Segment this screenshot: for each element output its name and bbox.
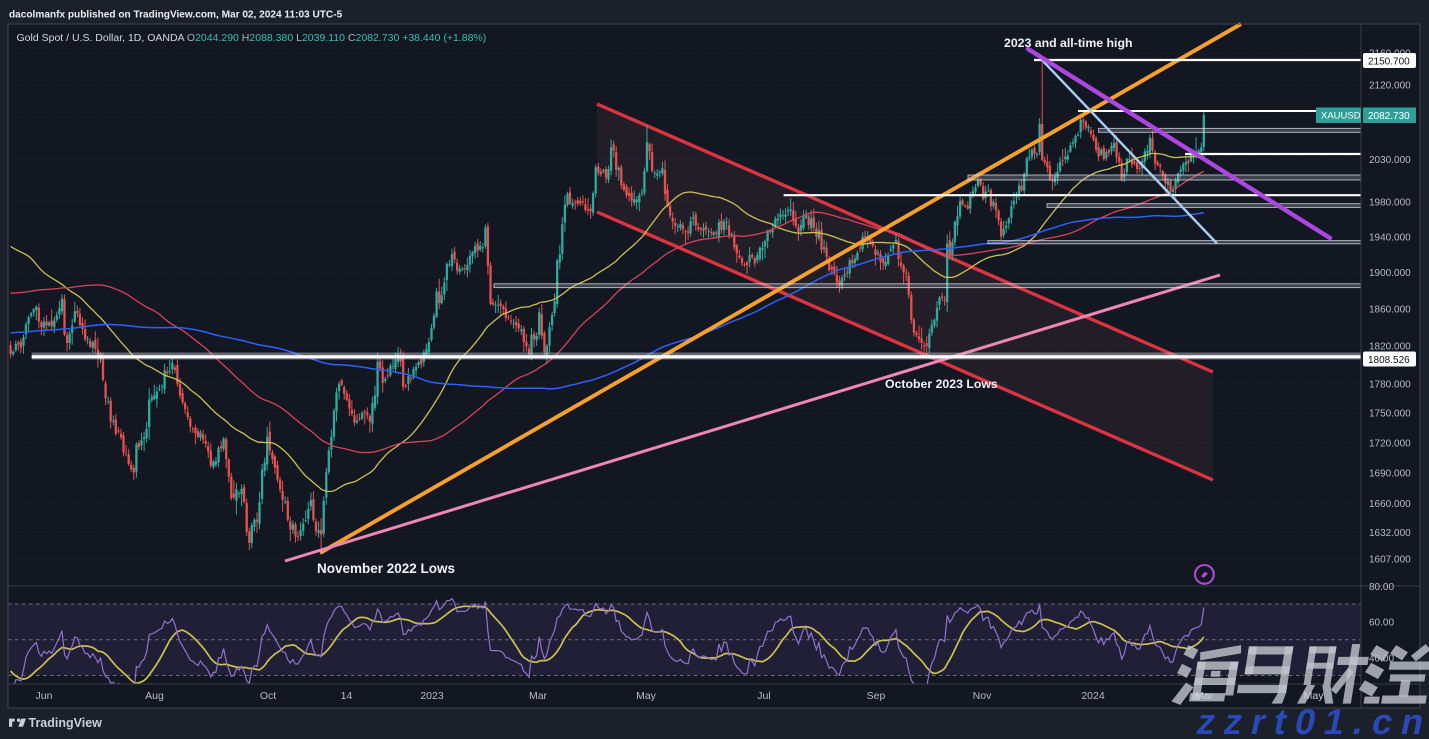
svg-text:1690.000: 1690.000 xyxy=(1369,468,1411,479)
svg-text:November 2022 Lows: November 2022 Lows xyxy=(317,561,455,576)
svg-text:zzrt01.cn: zzrt01.cn xyxy=(1193,701,1429,739)
svg-text:2082.730: 2082.730 xyxy=(1368,111,1410,122)
svg-text:2024: 2024 xyxy=(1081,690,1105,702)
svg-text:1860.000: 1860.000 xyxy=(1369,304,1411,315)
svg-text:1632.000: 1632.000 xyxy=(1369,528,1411,539)
svg-text:2120.000: 2120.000 xyxy=(1369,81,1411,92)
svg-text:1980.000: 1980.000 xyxy=(1369,198,1411,209)
svg-text:Aug: Aug xyxy=(145,690,164,702)
svg-text:2030.000: 2030.000 xyxy=(1369,155,1411,166)
svg-text:October 2023 Lows: October 2023 Lows xyxy=(885,377,998,391)
svg-text:TradingView: TradingView xyxy=(29,716,103,730)
svg-text:60.00: 60.00 xyxy=(1369,618,1394,629)
svg-text:dacolmanfx published on Tradin: dacolmanfx published on TradingView.com,… xyxy=(9,10,343,21)
svg-text:2023 and all-time high: 2023 and all-time high xyxy=(1004,36,1132,50)
svg-text:2023: 2023 xyxy=(420,690,444,702)
svg-text:1940.000: 1940.000 xyxy=(1369,232,1411,243)
svg-text:1780.000: 1780.000 xyxy=(1369,380,1411,391)
svg-text:1900.000: 1900.000 xyxy=(1369,268,1411,279)
svg-text:Nov: Nov xyxy=(973,690,992,702)
svg-text:2150.700: 2150.700 xyxy=(1368,56,1410,67)
svg-text:May: May xyxy=(636,690,657,702)
svg-text:Gold Spot / U.S. Dollar, 1D, O: Gold Spot / U.S. Dollar, 1D, OANDA O2044… xyxy=(17,32,487,44)
svg-text:1607.000: 1607.000 xyxy=(1369,555,1411,566)
svg-text:Sep: Sep xyxy=(867,690,886,702)
svg-text:14: 14 xyxy=(341,690,353,702)
svg-text:1720.000: 1720.000 xyxy=(1369,438,1411,449)
svg-text:Mar: Mar xyxy=(529,690,548,702)
svg-text:Oct: Oct xyxy=(260,690,276,702)
svg-text:1820.000: 1820.000 xyxy=(1369,342,1411,353)
svg-text:1660.000: 1660.000 xyxy=(1369,499,1411,510)
svg-text:1808.526: 1808.526 xyxy=(1368,355,1410,366)
svg-text:Jun: Jun xyxy=(36,690,53,702)
svg-text:XAUUSD: XAUUSD xyxy=(1321,111,1361,122)
svg-text:Jul: Jul xyxy=(757,690,770,702)
svg-text:80.00: 80.00 xyxy=(1369,582,1394,593)
svg-text:May: May xyxy=(1304,690,1325,702)
svg-text:1750.000: 1750.000 xyxy=(1369,409,1411,420)
svg-text:Mar: Mar xyxy=(1195,690,1214,702)
